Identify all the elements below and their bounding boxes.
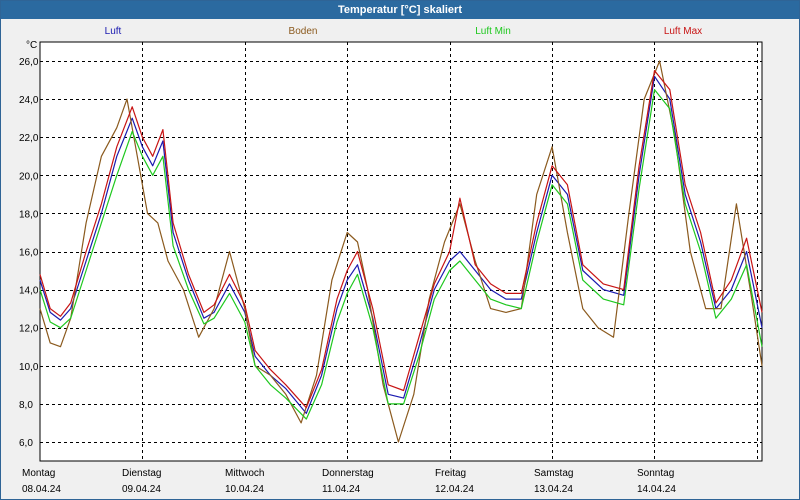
- x-tick-day: Mittwoch: [225, 468, 264, 479]
- y-tick-label: 16,0: [19, 248, 39, 259]
- grid: [40, 42, 762, 461]
- x-tick-date: 12.04.24: [435, 484, 474, 495]
- x-tick-day: Donnerstag: [322, 468, 374, 479]
- legend-item-luft-max: Luft Max: [664, 26, 702, 37]
- y-tick-label: 18,0: [19, 209, 39, 220]
- x-tick-day: Sonntag: [637, 468, 674, 479]
- y-tick-label: 26,0: [19, 57, 39, 68]
- legend-item-luft: Luft: [105, 26, 122, 37]
- chart-title: Temperatur [°C] skaliert: [1, 1, 799, 19]
- x-tick-date: 11.04.24: [322, 484, 361, 495]
- x-tick-day: Montag: [22, 468, 55, 479]
- x-tick-day: Dienstag: [122, 468, 161, 479]
- series-group: [39, 60, 763, 443]
- y-tick-label: 22,0: [19, 133, 39, 144]
- y-tick-label: 20,0: [19, 171, 39, 182]
- x-tick-day: Freitag: [435, 468, 466, 479]
- x-tick-date: 09.04.24: [122, 484, 161, 495]
- x-tick-date: 13.04.24: [534, 484, 573, 495]
- y-tick-label: 10,0: [19, 362, 39, 373]
- y-tick-label: 6,0: [19, 438, 33, 449]
- y-tick-label: 24,0: [19, 95, 39, 106]
- x-tick-date: 10.04.24: [225, 484, 264, 495]
- legend-item-luft-min: Luft Min: [475, 26, 511, 37]
- y-axis-unit: °C: [26, 40, 37, 51]
- legend-item-boden: Boden: [289, 26, 318, 37]
- x-tick-day: Samstag: [534, 468, 573, 479]
- series-line-luft-min: [39, 88, 763, 420]
- x-axis: Montag 08.04.24 Dienstag 09.04.24 Mittwoch 10…: [22, 468, 676, 495]
- y-tick-label: 14,0: [19, 286, 39, 297]
- x-tick-date: 14.04.24: [637, 484, 676, 495]
- y-tick-label: 12,0: [19, 324, 39, 335]
- plot-area: [39, 41, 763, 462]
- y-axis: °C 26,0 24,0 22,0 20,0 18,0 16,0 14,0 12,0 10,0 8,…: [19, 40, 39, 449]
- legend: Luft Boden Luft Min Luft Max: [105, 26, 703, 37]
- y-tick-label: 8,0: [19, 400, 33, 411]
- x-tick-date: 08.04.24: [22, 484, 61, 495]
- series-line-boden: [39, 60, 763, 443]
- series-line-luft-max: [39, 69, 763, 409]
